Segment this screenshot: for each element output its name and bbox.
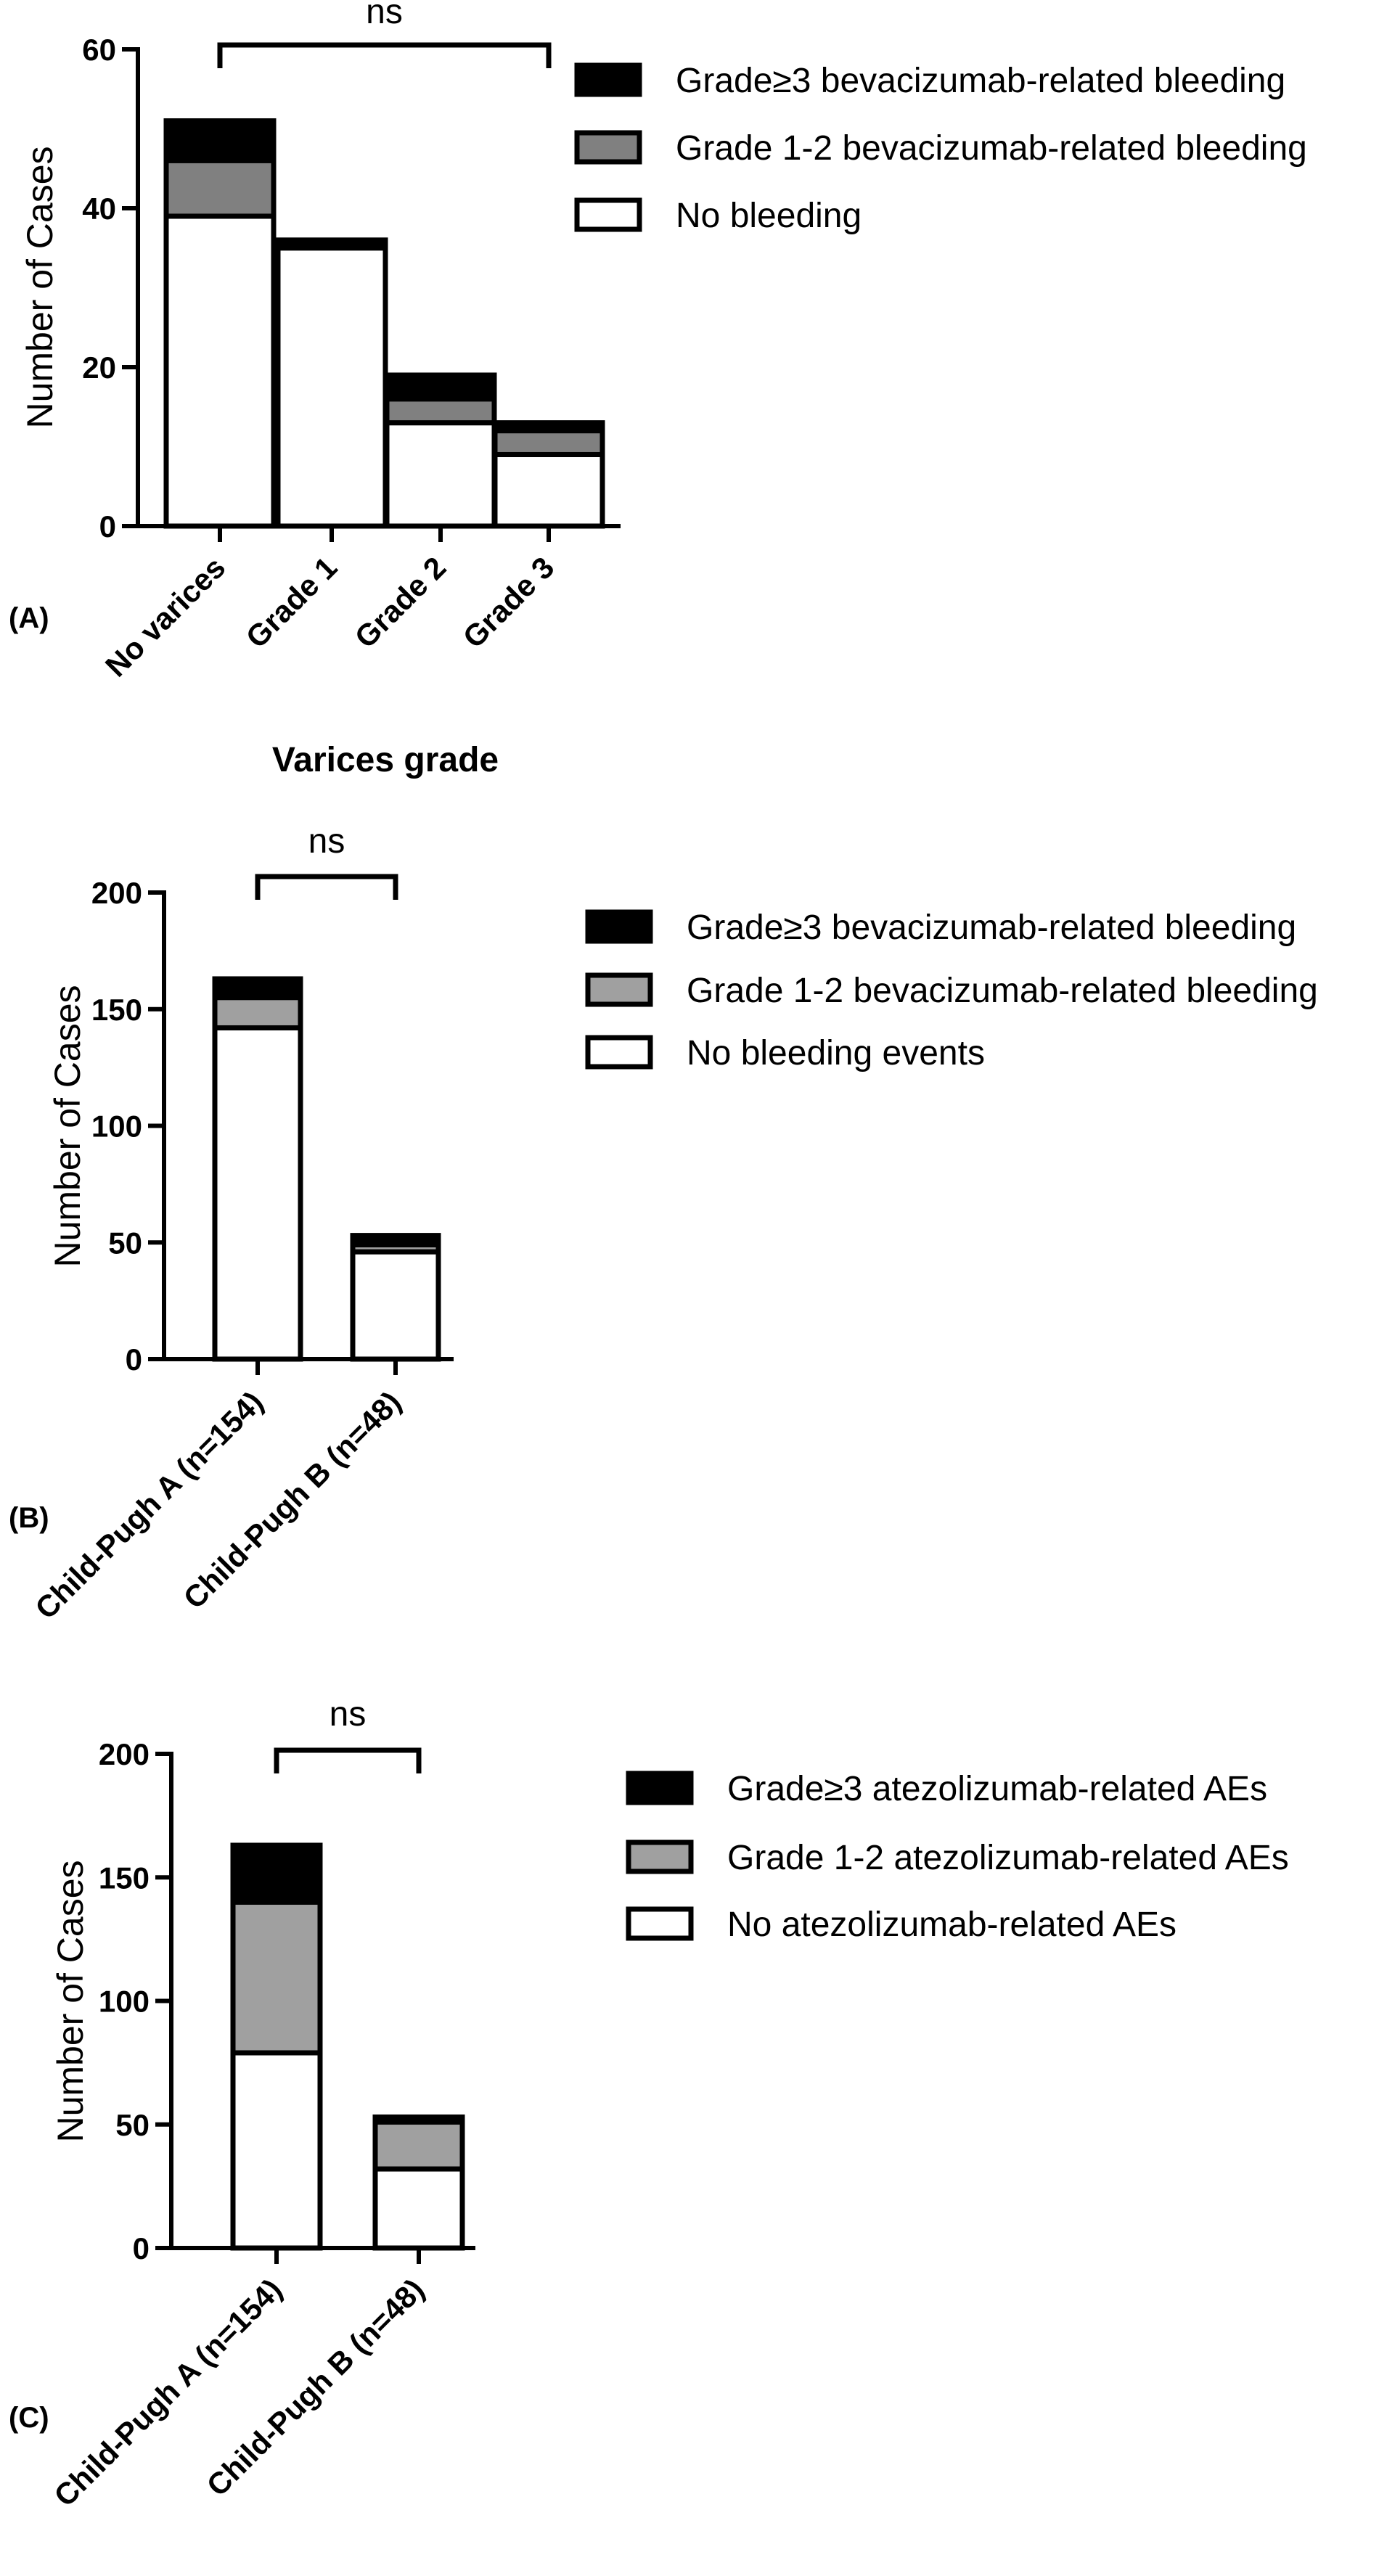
x-axis-title: Varices grade <box>272 741 499 779</box>
legend-swatch <box>585 972 653 1007</box>
legend-label: No atezolizumab-related AEs <box>727 1906 1177 1944</box>
legend-label: No bleeding <box>676 197 862 235</box>
bar-segment-2-3 <box>350 1233 441 1247</box>
x-tick-label: Child-Pugh A (n=154) <box>47 2272 288 2513</box>
y-tick-label: 20 <box>82 350 116 385</box>
legend-swatch <box>626 1771 694 1805</box>
legend-label: Grade 1-2 atezolizumab-related AEs <box>727 1839 1289 1877</box>
bar-segment-1-1 <box>212 1025 303 1362</box>
y-tick-label: 50 <box>108 1226 142 1260</box>
legend-swatch <box>626 1839 694 1874</box>
bar-segment-1-1 <box>163 213 277 529</box>
legend-swatch <box>626 1906 694 1941</box>
bar-segment-1-2 <box>212 995 303 1030</box>
x-tick-label: No varices <box>99 550 232 683</box>
y-tick-label: 40 <box>82 192 116 226</box>
y-axis-title: Number of Cases <box>47 985 88 1267</box>
legend-swatch <box>585 909 653 944</box>
bar-segment-1-2 <box>163 157 277 219</box>
y-tick-label: 200 <box>91 876 142 910</box>
bar-segment-1-2 <box>230 1899 323 2056</box>
bar-segment-1-3 <box>212 976 303 1001</box>
bar-segment-1-1 <box>230 2050 323 2251</box>
legend-label: Grade 1-2 bevacizumab-related bleeding <box>676 129 1307 168</box>
y-tick-label: 0 <box>126 1342 142 1377</box>
y-tick-label: 150 <box>99 1861 150 1895</box>
y-tick-label: 0 <box>133 2231 150 2265</box>
bar-segment-4-1 <box>492 451 605 529</box>
legend-label: Grade 1-2 bevacizumab-related bleeding <box>687 972 1318 1010</box>
bar-segment-2-2 <box>372 2119 465 2172</box>
bar-segment-3-1 <box>384 420 497 529</box>
bar-segment-1-3 <box>230 1842 323 1905</box>
bar-segment-4-3 <box>492 420 605 434</box>
significance-bracket <box>217 42 552 68</box>
bar-segment-3-3 <box>384 372 497 402</box>
legend-swatch <box>574 197 642 232</box>
y-tick-label: 100 <box>91 1109 142 1144</box>
legend-swatch <box>574 130 642 165</box>
significance-label: ns <box>366 0 403 31</box>
bar-segment-3-2 <box>384 396 497 426</box>
bar-segment-2-1 <box>372 2166 465 2251</box>
y-axis-title: Number of Cases <box>50 1860 91 2142</box>
significance-bracket <box>255 874 398 900</box>
panel-label: (A) <box>9 602 49 634</box>
y-tick-label: 0 <box>99 509 116 543</box>
bar-segment-2-3 <box>372 2114 465 2125</box>
legend-label: No bleeding events <box>687 1034 985 1072</box>
panel-label: (B) <box>9 1502 49 1534</box>
bar-segment-2-3 <box>275 237 388 251</box>
legend: Grade≥3 atezolizumab-related AEs Grade 1-… <box>626 1770 1289 1944</box>
x-tick-label: Grade 2 <box>348 550 453 655</box>
y-tick-label: 60 <box>82 33 116 67</box>
y-tick-label: 200 <box>99 1737 150 1771</box>
y-tick-label: 100 <box>99 1985 150 2019</box>
significance-label: ns <box>308 822 345 861</box>
bar-segment-2-1 <box>275 245 388 529</box>
panel-label: (C) <box>9 2402 49 2434</box>
legend-label: Grade≥3 bevacizumab-related bleeding <box>676 62 1285 100</box>
legend: Grade≥3 bevacizumab-related bleeding Grad… <box>585 908 1318 1072</box>
x-tick-label: Child-Pugh A (n=154) <box>28 1385 269 1625</box>
legend-swatch <box>585 1035 653 1070</box>
x-tick-label: Grade 1 <box>240 550 344 655</box>
bar-segment-2-1 <box>350 1249 441 1362</box>
bar-segment-1-3 <box>163 118 277 163</box>
legend-label: Grade≥3 atezolizumab-related AEs <box>727 1770 1267 1808</box>
x-tick-label: Grade 3 <box>457 550 561 655</box>
legend: Grade≥3 bevacizumab-related bleeding Grad… <box>574 62 1307 235</box>
y-tick-label: 50 <box>115 2108 150 2142</box>
significance-bracket <box>274 1747 422 1773</box>
y-tick-label: 150 <box>91 993 142 1027</box>
y-axis-title: Number of Cases <box>20 146 60 428</box>
significance-label: ns <box>330 1695 367 1734</box>
bar-segment-4-2 <box>492 428 605 457</box>
legend-swatch <box>574 62 642 97</box>
chart-panel-1: 0 20 40 60 No varices Grade 1 Grade 2 Grade 3 Nu… <box>9 0 1307 779</box>
legend-label: Grade≥3 bevacizumab-related bleeding <box>687 908 1296 947</box>
